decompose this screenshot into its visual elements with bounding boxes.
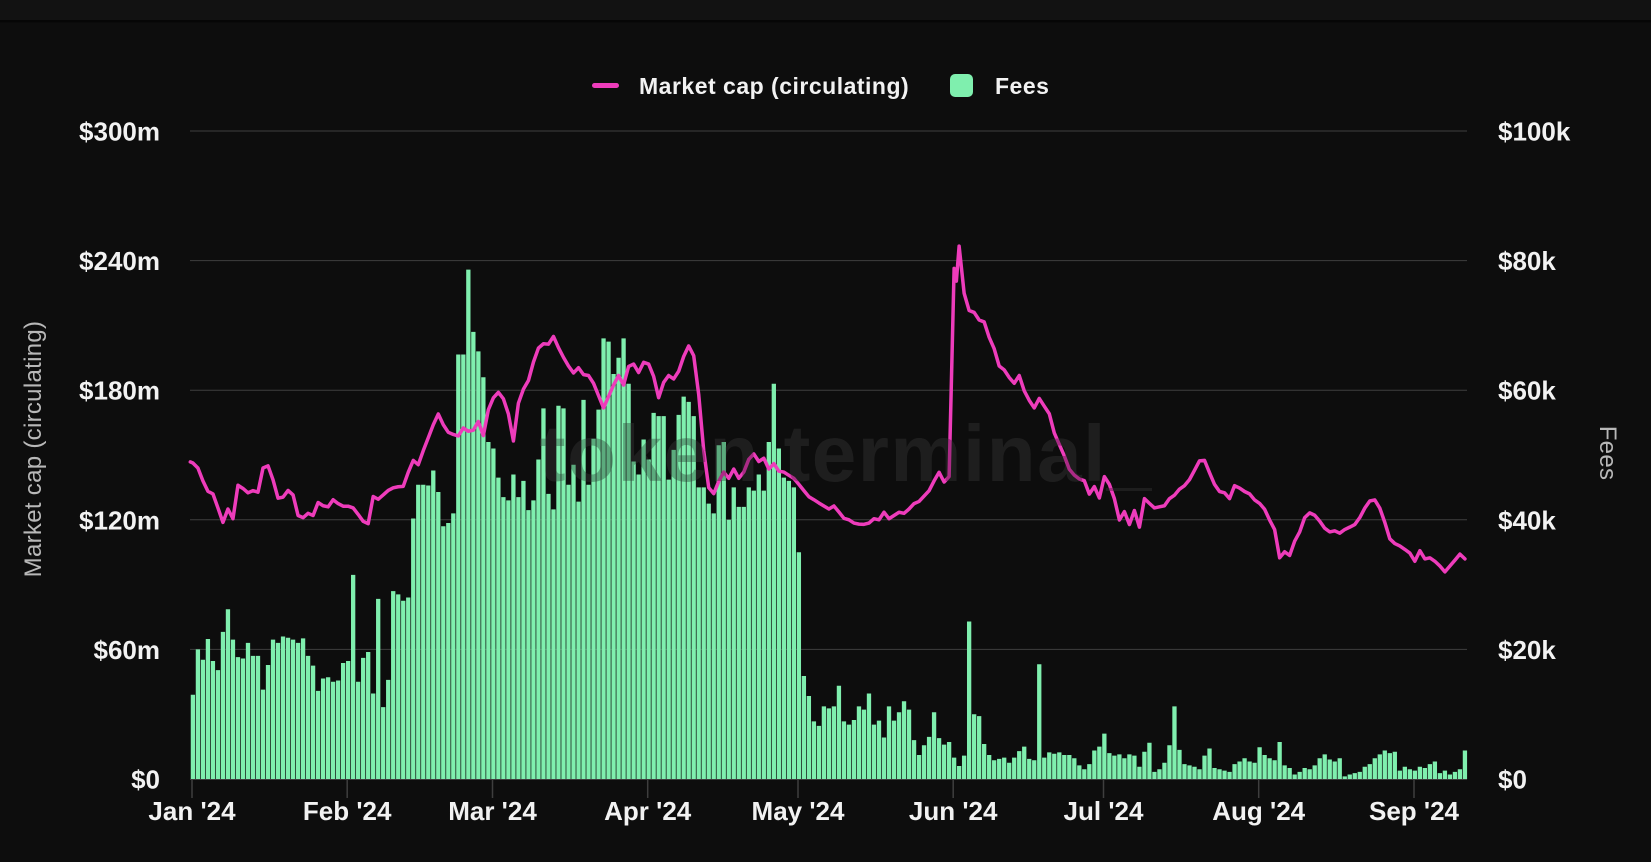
svg-text:$240m: $240m [79,246,160,276]
svg-text:May '24: May '24 [752,796,845,826]
svg-text:$20k: $20k [1498,635,1556,665]
svg-text:$300m: $300m [79,117,160,147]
svg-text:Jun '24: Jun '24 [909,796,998,826]
svg-text:Apr '24: Apr '24 [604,796,692,826]
svg-text:$120m: $120m [79,505,160,535]
svg-text:Mar '24: Mar '24 [448,796,537,826]
svg-text:Fees: Fees [1594,426,1621,481]
svg-text:token terminal_: token terminal_ [539,409,1153,498]
svg-text:$80k: $80k [1498,246,1556,276]
svg-text:$40k: $40k [1498,505,1556,535]
svg-text:token terminal_: token terminal_ [539,409,1153,498]
svg-text:Jan '24: Jan '24 [148,796,236,826]
svg-text:$0: $0 [131,765,160,795]
svg-text:$180m: $180m [79,376,160,406]
svg-text:$60m: $60m [94,635,161,665]
svg-text:$0: $0 [1498,765,1527,795]
svg-text:Jul '24: Jul '24 [1064,796,1144,826]
svg-text:Sep '24: Sep '24 [1369,796,1460,826]
svg-text:Aug '24: Aug '24 [1212,796,1305,826]
svg-text:$100k: $100k [1498,117,1571,147]
svg-text:$60k: $60k [1498,376,1556,406]
svg-text:Market cap (circulating): Market cap (circulating) [639,73,909,99]
svg-text:Fees: Fees [995,73,1049,99]
svg-text:Feb '24: Feb '24 [303,796,392,826]
svg-text:Market cap (circulating): Market cap (circulating) [20,321,47,578]
